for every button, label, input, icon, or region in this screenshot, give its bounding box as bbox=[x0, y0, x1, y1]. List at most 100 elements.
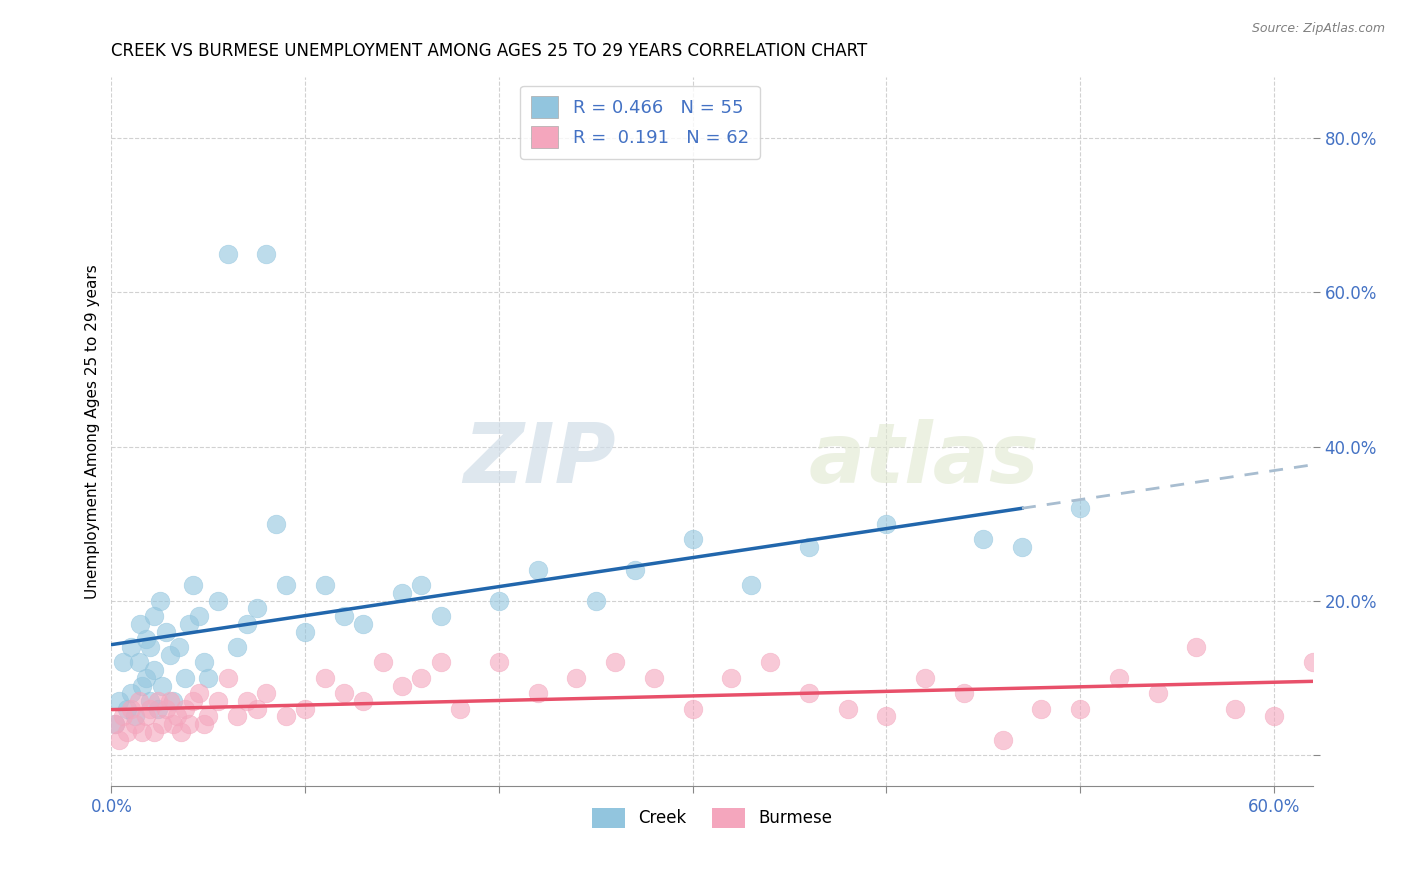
Point bbox=[139, 640, 162, 654]
Point bbox=[174, 671, 197, 685]
Point bbox=[177, 717, 200, 731]
Point bbox=[488, 656, 510, 670]
Point bbox=[411, 671, 433, 685]
Point bbox=[124, 709, 146, 723]
Point bbox=[294, 702, 316, 716]
Point bbox=[104, 717, 127, 731]
Point bbox=[174, 702, 197, 716]
Point bbox=[526, 686, 548, 700]
Point bbox=[1011, 540, 1033, 554]
Point bbox=[333, 686, 356, 700]
Point bbox=[1263, 709, 1285, 723]
Point bbox=[429, 656, 451, 670]
Point bbox=[682, 702, 704, 716]
Point bbox=[146, 694, 169, 708]
Point bbox=[759, 656, 782, 670]
Point bbox=[226, 640, 249, 654]
Point bbox=[972, 532, 994, 546]
Point bbox=[170, 724, 193, 739]
Point bbox=[108, 732, 131, 747]
Point bbox=[875, 709, 897, 723]
Text: ZIP: ZIP bbox=[464, 419, 616, 500]
Point bbox=[135, 709, 157, 723]
Point bbox=[108, 694, 131, 708]
Point bbox=[217, 247, 239, 261]
Point bbox=[246, 601, 269, 615]
Point bbox=[155, 624, 177, 639]
Point bbox=[197, 709, 219, 723]
Point bbox=[129, 616, 152, 631]
Point bbox=[682, 532, 704, 546]
Point bbox=[226, 709, 249, 723]
Point bbox=[1069, 501, 1091, 516]
Point bbox=[797, 686, 820, 700]
Point bbox=[181, 694, 204, 708]
Text: CREEK VS BURMESE UNEMPLOYMENT AMONG AGES 25 TO 29 YEARS CORRELATION CHART: CREEK VS BURMESE UNEMPLOYMENT AMONG AGES… bbox=[111, 42, 868, 60]
Point bbox=[1069, 702, 1091, 716]
Point bbox=[143, 609, 166, 624]
Point bbox=[352, 616, 374, 631]
Point bbox=[143, 724, 166, 739]
Point bbox=[159, 694, 181, 708]
Point bbox=[953, 686, 976, 700]
Point bbox=[391, 679, 413, 693]
Point bbox=[150, 717, 173, 731]
Point bbox=[274, 578, 297, 592]
Point bbox=[391, 586, 413, 600]
Point bbox=[115, 724, 138, 739]
Point bbox=[526, 563, 548, 577]
Point bbox=[150, 679, 173, 693]
Point bbox=[623, 563, 645, 577]
Point bbox=[585, 594, 607, 608]
Point bbox=[120, 640, 142, 654]
Point bbox=[740, 578, 762, 592]
Point bbox=[352, 694, 374, 708]
Point bbox=[146, 702, 169, 716]
Point bbox=[115, 702, 138, 716]
Point bbox=[120, 702, 142, 716]
Point bbox=[162, 717, 184, 731]
Point bbox=[264, 516, 287, 531]
Y-axis label: Unemployment Among Ages 25 to 29 years: Unemployment Among Ages 25 to 29 years bbox=[86, 264, 100, 599]
Point bbox=[488, 594, 510, 608]
Point bbox=[837, 702, 859, 716]
Point bbox=[797, 540, 820, 554]
Point bbox=[135, 632, 157, 647]
Point bbox=[254, 247, 277, 261]
Point bbox=[274, 709, 297, 723]
Point bbox=[104, 717, 127, 731]
Point bbox=[193, 656, 215, 670]
Point bbox=[236, 694, 259, 708]
Point bbox=[914, 671, 936, 685]
Point bbox=[128, 694, 150, 708]
Point bbox=[181, 578, 204, 592]
Point bbox=[193, 717, 215, 731]
Point bbox=[124, 717, 146, 731]
Point bbox=[139, 702, 162, 716]
Point bbox=[159, 648, 181, 662]
Point bbox=[314, 578, 336, 592]
Point bbox=[139, 694, 162, 708]
Point bbox=[112, 656, 135, 670]
Point bbox=[131, 724, 153, 739]
Point bbox=[991, 732, 1014, 747]
Point bbox=[207, 694, 229, 708]
Point bbox=[1223, 702, 1246, 716]
Point bbox=[217, 671, 239, 685]
Point bbox=[875, 516, 897, 531]
Point bbox=[371, 656, 394, 670]
Point bbox=[720, 671, 742, 685]
Point bbox=[162, 694, 184, 708]
Point bbox=[135, 671, 157, 685]
Point bbox=[120, 686, 142, 700]
Point bbox=[187, 686, 209, 700]
Legend: Creek, Burmese: Creek, Burmese bbox=[585, 802, 839, 834]
Point bbox=[187, 609, 209, 624]
Text: Source: ZipAtlas.com: Source: ZipAtlas.com bbox=[1251, 22, 1385, 36]
Point bbox=[565, 671, 588, 685]
Text: atlas: atlas bbox=[808, 419, 1039, 500]
Point bbox=[333, 609, 356, 624]
Point bbox=[1031, 702, 1053, 716]
Point bbox=[166, 709, 188, 723]
Point bbox=[294, 624, 316, 639]
